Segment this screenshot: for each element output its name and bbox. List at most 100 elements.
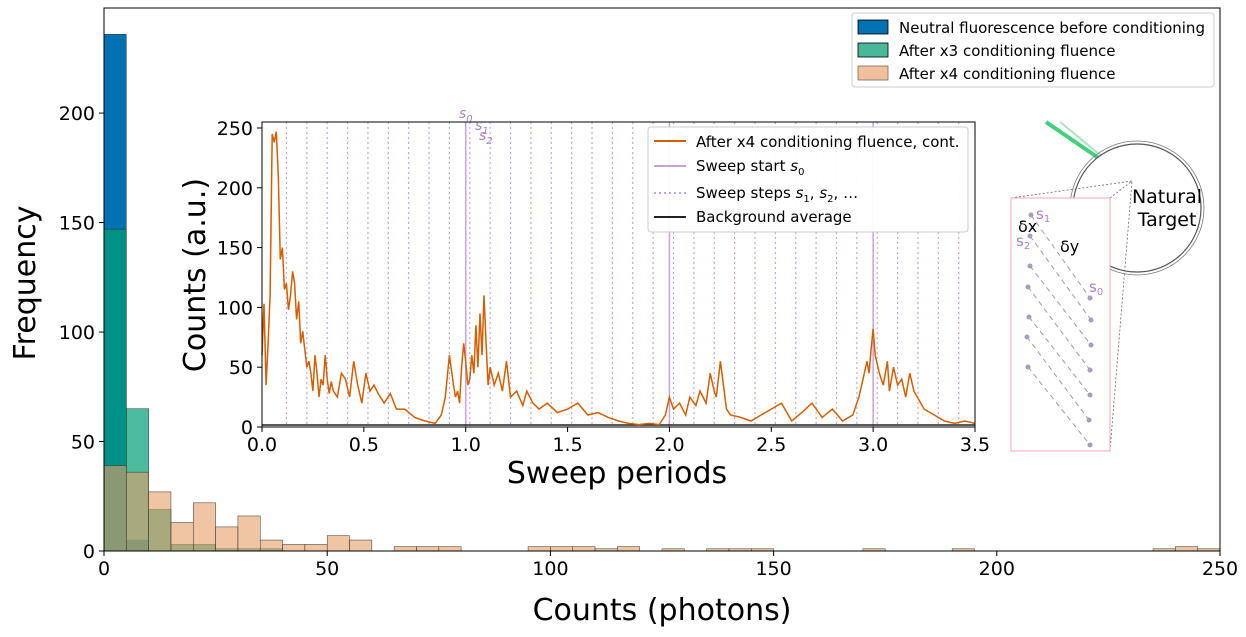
inset-xtick-label: 2.5 — [756, 434, 786, 456]
fluence-line — [261, 131, 976, 426]
inset-xtick-label: 0.5 — [349, 434, 379, 456]
inset-xtick-label: 2.0 — [654, 434, 684, 456]
zoom-box — [1010, 197, 1111, 452]
hist-bar-2-3 — [170, 522, 194, 552]
inset-legend-label-background: Background average — [696, 208, 852, 226]
sweep-point — [1087, 295, 1093, 301]
sweep-point — [1087, 392, 1093, 398]
inset-y-ticks: 0 50 100 150 200 250 — [217, 118, 262, 439]
s0-annotation: s0 — [459, 106, 473, 125]
inset-ytick-label: 200 — [217, 178, 253, 200]
outer-y-label: Frequency — [8, 206, 43, 361]
natural-target-label-line2: Target — [1137, 209, 1197, 231]
inset-legend: After x4 conditioning fluence, cont. Swe… — [647, 126, 969, 233]
delta-y-label: δy — [1060, 237, 1079, 256]
hist-bar-2-27 — [1175, 546, 1198, 552]
sweep-point — [1086, 417, 1092, 423]
outer-xtick-label: 0 — [98, 558, 110, 580]
sweep-point — [1027, 263, 1033, 269]
diagram-s0-label: s0 — [1089, 278, 1103, 298]
inset-x-label: Sweep periods — [507, 456, 727, 491]
sweep-diagram: Natural Target δx δy s1 s2 s0 — [1010, 120, 1205, 452]
hist-bar-2-11 — [349, 539, 373, 552]
sweep-point — [1087, 367, 1093, 373]
sweep-point — [1087, 442, 1093, 448]
delta-x-label: δx — [1018, 217, 1037, 236]
hist-bar-2-0 — [103, 465, 127, 552]
hist-bar-2-1 — [126, 471, 149, 552]
sweep-point — [1025, 364, 1031, 370]
sweep-point — [1088, 342, 1094, 348]
sweep-point — [1025, 284, 1031, 290]
s2-annotation: s2 — [479, 128, 493, 147]
zoom-line-bottom — [1109, 180, 1133, 452]
hist-bar-2-2 — [148, 491, 172, 552]
outer-ytick-label: 200 — [59, 103, 95, 125]
sweep-diagonal — [1029, 265, 1092, 346]
sweep-diagonal — [1027, 366, 1091, 446]
inset-ytick-label: 0 — [241, 417, 253, 439]
legend-label-neutral: Neutral fluorescence before conditioning — [899, 19, 1205, 37]
outer-ytick-label: 100 — [59, 322, 95, 344]
hist-bar-2-19 — [617, 546, 640, 552]
inset-xtick-label: 1.0 — [451, 434, 481, 456]
inset-xtick-label: 1.5 — [552, 434, 582, 456]
outer-xtick-label: 50 — [315, 558, 339, 580]
zoom-line-top-right — [1109, 180, 1133, 199]
outer-legend-box — [851, 12, 1215, 88]
inset-axes-frame — [261, 121, 976, 428]
hist-bar-2-8 — [282, 544, 306, 552]
diagram-s2-label: s2 — [1016, 232, 1030, 252]
inset-ytick-label: 150 — [217, 238, 253, 260]
hist-bar-2-10 — [326, 535, 350, 552]
inset-x-ticks: 0.0 0.5 1.0 1.5 2.0 2.5 3.0 3.5 — [247, 427, 990, 456]
natural-target-label-line1: Natural — [1132, 186, 1202, 208]
outer-axes-frame — [103, 7, 1221, 552]
hist-bar-2-5 — [215, 526, 239, 552]
inset-xtick-label: 3.5 — [960, 434, 990, 456]
hist-bar-2-7 — [259, 539, 283, 552]
outer-histogram: 0 50 100 150 200 250 0 50 100 150 200 Counts (pho… — [8, 7, 1238, 628]
inset-y-label: Counts (a.u.) — [178, 178, 213, 372]
legend-swatch-neutral — [857, 19, 889, 35]
outer-x-label: Counts (photons) — [533, 593, 792, 628]
hist-bar-2-12 — [393, 546, 417, 552]
outer-x-ticks: 0 50 100 150 200 250 — [98, 551, 1238, 580]
legend-swatch-x3 — [857, 42, 889, 58]
sweep-point — [1027, 233, 1033, 239]
sweep-point — [1024, 334, 1030, 340]
hist-bar-2-6 — [237, 515, 261, 552]
inset-legend-box — [647, 126, 969, 233]
inset-ytick-label: 250 — [217, 118, 253, 140]
hist-bar-2-14 — [438, 546, 462, 552]
inset-xtick-label: 3.0 — [858, 434, 888, 456]
outer-xtick-label: 100 — [532, 558, 568, 580]
sweep-path — [1024, 212, 1094, 448]
hist-bar-2-17 — [572, 546, 596, 552]
outer-y-ticks: 0 50 100 150 200 — [59, 103, 104, 563]
hist-bar-2-4 — [193, 502, 216, 552]
sweep-point — [1026, 314, 1032, 320]
outer-xtick-label: 200 — [979, 558, 1015, 580]
sweep-point — [1088, 317, 1094, 323]
hist-bar-2-13 — [416, 546, 440, 552]
inset-legend-label-fluence: After x4 conditioning fluence, cont. — [696, 133, 960, 151]
inset-ytick-label: 100 — [217, 297, 253, 319]
inset-legend-label-sweep-start: Sweep start s0 — [696, 157, 804, 178]
histogram-bars — [103, 34, 1221, 552]
sweep-diagonal — [1028, 316, 1091, 396]
hist-bar-2-16 — [550, 546, 573, 552]
s1-annotation: s1 — [475, 118, 489, 137]
outer-ytick-label: 150 — [59, 213, 95, 235]
outer-xtick-label: 250 — [1202, 558, 1238, 580]
inset-ytick-label: 50 — [229, 357, 253, 379]
outer-legend: Neutral fluorescence before conditioning… — [851, 12, 1215, 88]
legend-label-x3: After x3 conditioning fluence — [899, 42, 1115, 60]
outer-ytick-label: 50 — [71, 432, 95, 454]
zoom-line-top-left — [1010, 180, 1133, 199]
sweep-point — [1028, 212, 1034, 218]
outer-ytick-label: 0 — [83, 541, 95, 563]
diagram-s1-label: s1 — [1036, 205, 1050, 225]
